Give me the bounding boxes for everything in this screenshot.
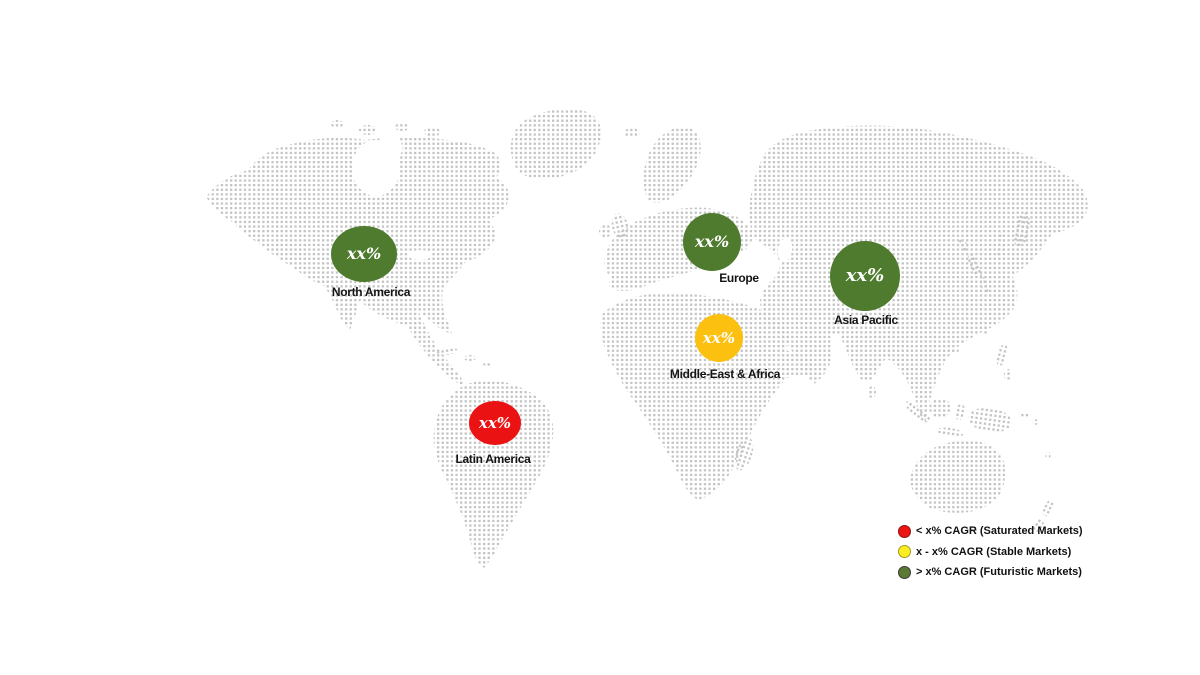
- legend-item-saturated: < x% CAGR (Saturated Markets): [898, 521, 1083, 542]
- landmass-borneo: [929, 398, 951, 418]
- region-cagr-value: xx%: [694, 232, 730, 251]
- landmass-tasmania: [967, 526, 977, 534]
- region-label-asia-pacific: Asia Pacific: [834, 313, 898, 327]
- landmass-greenland: [510, 109, 602, 180]
- legend-swatch-stable-icon: [898, 545, 911, 559]
- region-cagr-value: xx%: [478, 413, 512, 432]
- region-bubble-north-america: xx%: [331, 226, 397, 282]
- legend-label: x - x% CAGR (Stable Markets): [916, 545, 1072, 558]
- water-overlays: [352, 134, 793, 262]
- region-label-latin-america: Latin America: [455, 452, 531, 466]
- region-bubble-asia-pacific: xx%: [830, 241, 900, 311]
- region-cagr-value: xx%: [845, 265, 885, 286]
- region-label-north-america: North America: [331, 285, 411, 299]
- cagr-legend: < x% CAGR (Saturated Markets) x - x% CAG…: [898, 521, 1083, 583]
- landmass-australia: [910, 440, 1006, 513]
- legend-swatch-futuristic-icon: [898, 565, 911, 579]
- landmass-new-guinea: [968, 407, 1012, 433]
- region-bubble-middle-east-africa: xx%: [695, 314, 743, 362]
- landmass-south-america: [433, 380, 554, 568]
- legend-label: < x% CAGR (Saturated Markets): [916, 525, 1083, 538]
- legend-item-stable: x - x% CAGR (Stable Markets): [898, 542, 1083, 563]
- region-cagr-value: xx%: [702, 328, 736, 347]
- region-label-europe: Europe: [719, 271, 759, 285]
- region-label-middle-east-africa: Middle-East & Africa: [669, 367, 781, 381]
- region-bubble-europe: xx%: [683, 213, 741, 271]
- landmass-africa: [600, 292, 815, 500]
- region-bubble-latin-america: xx%: [469, 401, 521, 445]
- continents: [206, 109, 1088, 568]
- landmass-madagascar: [734, 437, 754, 471]
- legend-label: > x% CAGR (Futuristic Markets): [916, 566, 1082, 579]
- landmass-kamchatka: [1014, 212, 1030, 248]
- landmass-japan: [967, 253, 983, 277]
- landmass-scandinavia: [643, 127, 701, 203]
- legend-swatch-saturated-icon: [898, 524, 911, 538]
- landmass-sumatra: [905, 401, 931, 423]
- legend-item-futuristic: > x% CAGR (Futuristic Markets): [898, 562, 1083, 583]
- landmass-asia: [749, 125, 1088, 425]
- region-cagr-value: xx%: [346, 244, 382, 263]
- landmass-new-zealand: [1042, 499, 1054, 517]
